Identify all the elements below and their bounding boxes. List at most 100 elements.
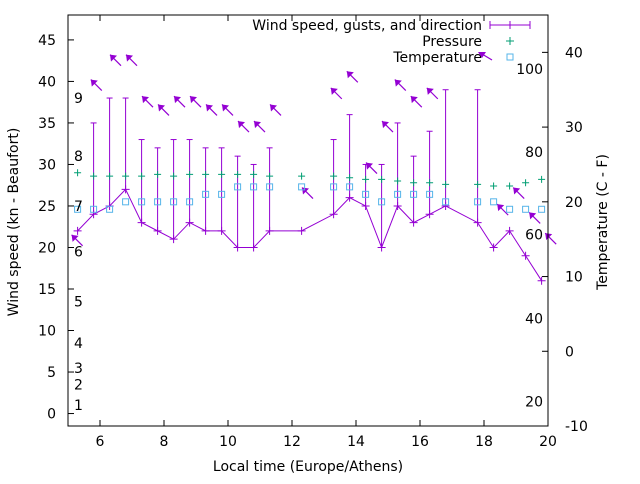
fahrenheit-label: 20 [525, 394, 543, 410]
pressure-point [378, 175, 386, 183]
pressure-point [506, 182, 514, 190]
temperature-point [506, 205, 514, 213]
wind-point [489, 243, 498, 252]
beaufort-label: 6 [74, 245, 83, 261]
y-left-tick-label: 5 [47, 365, 56, 381]
y-right-tick-label: 20 [565, 195, 583, 211]
temperature-point [186, 198, 194, 206]
legend-label-wind: Wind speed, gusts, and direction [252, 18, 482, 34]
x-tick-label: 20 [539, 434, 557, 450]
direction-arrow-head [71, 234, 79, 242]
wind-point [345, 193, 354, 202]
temperature-point [362, 190, 370, 198]
direction-arrow-head [222, 104, 229, 112]
direction-arrow-head [254, 121, 261, 129]
pressure-point [362, 175, 370, 183]
pressure-point [154, 170, 162, 178]
wind-point [73, 226, 82, 235]
y-left-tick-label: 45 [38, 33, 56, 49]
legend-key-direction-arrow-head [478, 52, 486, 58]
temperature-point [218, 190, 226, 198]
x-tick-label: 10 [219, 434, 237, 450]
temperature-point [330, 183, 338, 191]
wind-point [473, 218, 482, 227]
temperature-point [90, 205, 98, 213]
wind-point [89, 210, 98, 219]
pressure-point [170, 172, 178, 180]
y-left-tick-label: 15 [38, 282, 56, 298]
direction-arrow-head [190, 96, 197, 104]
wind-point [153, 226, 162, 235]
fahrenheit-label: 80 [525, 145, 543, 161]
direction-arrow-head [410, 96, 418, 104]
beaufort-label: 2 [74, 377, 83, 393]
x-tick-label: 16 [411, 434, 429, 450]
pressure-point [410, 179, 418, 187]
temperature-point [266, 183, 274, 191]
legend-key-temperature [506, 53, 514, 61]
y-left-tick-label: 40 [38, 74, 56, 90]
y-left-tick-label: 35 [38, 116, 56, 132]
beaufort-label: 7 [74, 199, 83, 215]
direction-arrow-head [330, 87, 338, 95]
y-right-tick-label: 0 [565, 344, 574, 360]
x-tick-label: 6 [96, 434, 105, 450]
pressure-point [186, 170, 194, 178]
y-left-tick-label: 20 [38, 240, 56, 256]
pressure-point [138, 172, 146, 180]
beaufort-label: 1 [74, 398, 83, 414]
y-right-tick-label: -10 [565, 419, 588, 435]
temperature-point [474, 198, 482, 206]
direction-arrow-head [302, 187, 309, 195]
beaufort-label: 4 [74, 336, 83, 352]
wind-point [425, 210, 434, 219]
direction-arrow-head [513, 187, 521, 195]
wind-point [441, 201, 450, 210]
direction-arrow-head [545, 233, 553, 241]
wind-point [537, 276, 546, 285]
y-axis-right-label: Temperature (C - F) [595, 154, 611, 291]
pressure-point [106, 172, 114, 180]
y-left-tick-label: 25 [38, 199, 56, 215]
temperature-point [298, 183, 306, 191]
pressure-point [234, 170, 242, 178]
x-tick-label: 12 [283, 434, 301, 450]
wind-point [329, 210, 338, 219]
wind-point [121, 185, 130, 194]
pressure-point [330, 172, 338, 180]
wind-point [505, 226, 514, 235]
pressure-point [250, 170, 258, 178]
wind-point [265, 226, 274, 235]
temperature-point [170, 198, 178, 206]
pressure-point [394, 177, 402, 185]
legend: Wind speed, gusts, and direction Pressur… [252, 18, 531, 66]
y-right-tick-label: 10 [565, 270, 583, 286]
direction-arrow-head [346, 71, 354, 79]
pressure-point [298, 172, 306, 180]
direction-arrow-head [270, 104, 277, 112]
pressure-point [538, 175, 546, 183]
plot-frame [67, 14, 549, 427]
wind-point [393, 201, 402, 210]
temperature-point [378, 198, 386, 206]
pressure-point [266, 172, 274, 180]
direction-arrow-head [174, 96, 181, 104]
direction-arrow-head [158, 104, 165, 112]
wind-point [377, 243, 386, 252]
fahrenheit-label: 100 [516, 62, 543, 78]
wind-point [169, 235, 178, 244]
beaufort-label: 8 [74, 149, 83, 165]
direction-arrow-head [394, 79, 402, 87]
x-axis-label: Local time (Europe/Athens) [213, 459, 403, 475]
temperature-point [234, 183, 242, 191]
pressure-point [122, 172, 130, 180]
beaufort-label: 9 [74, 91, 83, 107]
direction-arrow-head [238, 121, 245, 129]
fahrenheit-label: 60 [525, 228, 543, 244]
beaufort-label: 3 [74, 361, 83, 377]
temperature-point [202, 190, 210, 198]
direction-arrow-head [110, 54, 117, 62]
wind-point [297, 226, 306, 235]
wind-line [77, 188, 543, 281]
y-axis-left-label: Wind speed (kn - Beaufort) [6, 128, 22, 317]
